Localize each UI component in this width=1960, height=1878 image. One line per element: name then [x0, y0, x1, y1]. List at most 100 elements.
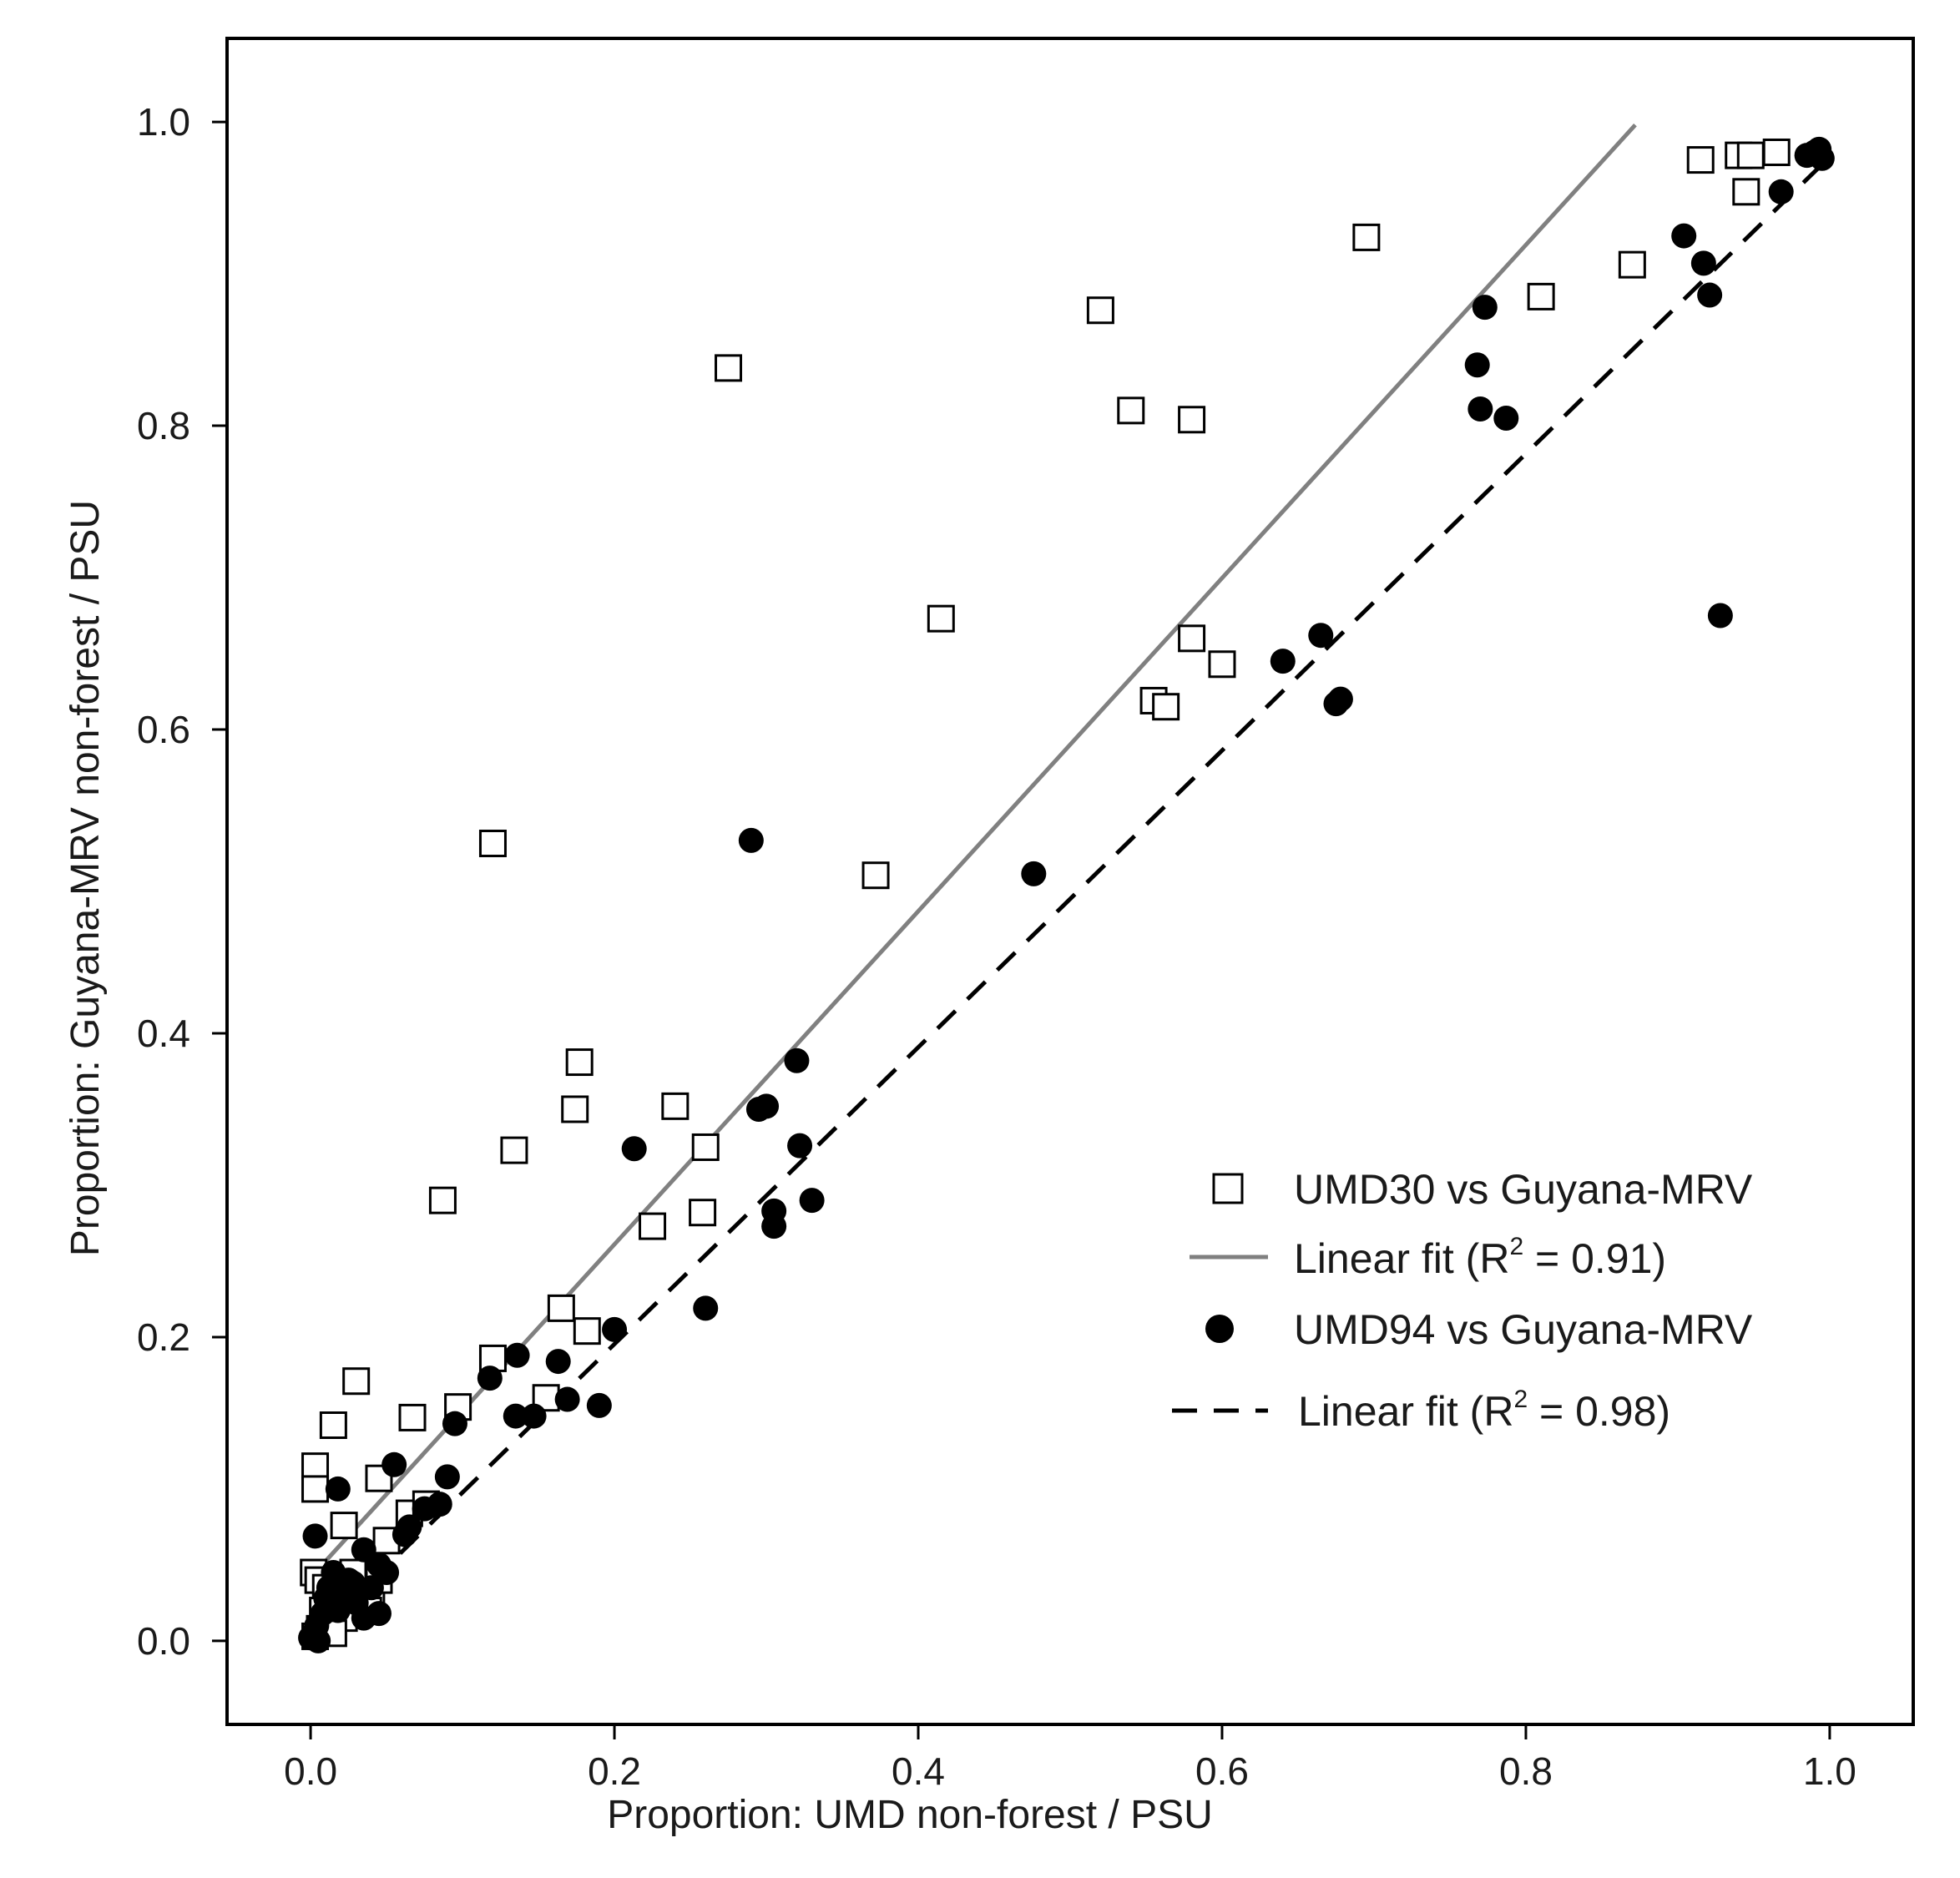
y-tick-label: 0.6 [137, 708, 190, 751]
legend-label-fit-umd30: Linear fit (R2 = 0.91) [1294, 1233, 1666, 1282]
point-umd94 [693, 1295, 719, 1321]
y-tick-label: 0.2 [137, 1315, 190, 1359]
legend-fit2-sup: 2 [1513, 1386, 1528, 1413]
point-umd94 [1671, 223, 1697, 249]
point-umd30 [561, 1095, 589, 1123]
legend-fit1-prefix: Linear fit (R [1294, 1235, 1509, 1282]
legend-fit1-sup: 2 [1509, 1233, 1523, 1260]
point-umd30 [1208, 650, 1236, 679]
point-umd30 [342, 1367, 371, 1396]
point-umd94 [321, 1560, 346, 1586]
point-umd94 [1493, 405, 1519, 431]
point-umd94 [1467, 396, 1493, 422]
y-axis-label: Proportion: Guyana-MRV non-forest / PSU [63, 500, 108, 1256]
point-umd30 [691, 1133, 720, 1161]
point-umd94 [442, 1411, 467, 1436]
point-umd94 [1327, 686, 1353, 712]
point-umd94 [1308, 623, 1334, 649]
point-umd94 [434, 1464, 460, 1490]
point-umd30 [1178, 406, 1206, 434]
point-umd30 [1527, 282, 1555, 310]
point-umd94 [1707, 603, 1733, 629]
point-umd94 [1768, 179, 1794, 204]
point-umd94 [1697, 282, 1723, 308]
legend-label-umd94: UMD94 vs Guyana-MRV [1294, 1306, 1753, 1353]
y-tick-label: 0.8 [137, 404, 190, 447]
point-umd30 [547, 1294, 575, 1322]
x-tick-label: 0.6 [1195, 1749, 1249, 1793]
point-umd30 [1178, 624, 1206, 653]
fit-line-umd30 [313, 124, 1637, 1574]
legend-square-marker [1212, 1173, 1244, 1204]
x-axis-label: Proportion: UMD non-forest / PSU [607, 1793, 1213, 1837]
point-umd94 [325, 1476, 351, 1502]
point-umd30 [398, 1403, 427, 1431]
point-umd30 [372, 1527, 401, 1555]
point-umd30 [1736, 141, 1765, 169]
point-umd30 [573, 1317, 601, 1345]
point-umd94 [1809, 145, 1835, 171]
data-points [298, 136, 1835, 1653]
point-umd94 [784, 1048, 810, 1073]
point-umd94 [1464, 352, 1490, 378]
point-umd30 [565, 1048, 594, 1077]
point-umd94 [341, 1570, 366, 1596]
point-umd30 [1686, 146, 1715, 174]
point-umd94 [521, 1403, 547, 1429]
point-umd94 [586, 1392, 612, 1418]
point-umd30 [1352, 223, 1381, 251]
point-umd94 [1021, 861, 1047, 886]
point-umd94 [391, 1522, 417, 1547]
legend-fit2-tail: = 0.98) [1528, 1388, 1670, 1435]
point-umd94 [351, 1537, 376, 1562]
point-umd94 [504, 1342, 530, 1368]
point-umd94 [554, 1386, 580, 1412]
point-umd94 [298, 1625, 324, 1651]
point-umd94 [1270, 649, 1296, 674]
point-umd30 [1117, 396, 1145, 425]
point-umd30 [661, 1092, 690, 1120]
y-tick-label: 1.0 [137, 100, 190, 144]
point-umd94 [366, 1601, 391, 1627]
y-axis-ticks: 0.0 0.2 0.4 0.6 0.8 1.0 [137, 100, 227, 1663]
x-tick-label: 0.2 [588, 1749, 641, 1793]
point-umd94 [602, 1316, 628, 1342]
legend-label-umd30: UMD30 vs Guyana-MRV [1294, 1166, 1753, 1213]
point-umd30 [1086, 296, 1114, 325]
x-tick-label: 1.0 [1803, 1749, 1856, 1793]
point-umd94 [412, 1496, 437, 1522]
legend-fit2-prefix: Linear fit (R [1298, 1388, 1513, 1435]
point-umd94 [761, 1214, 787, 1239]
point-umd94 [374, 1560, 400, 1586]
x-axis-ticks: 0.0 0.2 0.4 0.6 0.8 1.0 [284, 1724, 1856, 1793]
x-tick-label: 0.0 [284, 1749, 337, 1793]
plot-frame [225, 37, 1915, 1726]
point-umd30 [301, 1475, 330, 1503]
point-umd30 [1152, 693, 1180, 721]
point-umd30 [639, 1212, 667, 1240]
point-umd94 [787, 1133, 813, 1159]
point-umd94 [738, 827, 764, 853]
x-tick-label: 0.4 [892, 1749, 945, 1793]
point-umd94 [754, 1093, 780, 1119]
point-umd94 [477, 1366, 503, 1391]
point-umd30 [365, 1464, 393, 1492]
y-tick-label: 0.0 [137, 1619, 190, 1663]
legend-fit1-tail: = 0.91) [1523, 1235, 1666, 1282]
point-umd30 [715, 354, 743, 382]
point-umd30 [301, 1452, 330, 1481]
point-umd30 [330, 1512, 358, 1540]
point-umd94 [503, 1403, 528, 1429]
point-umd30 [689, 1199, 717, 1227]
point-umd30 [1732, 178, 1760, 206]
point-umd30 [861, 861, 890, 890]
point-umd94 [381, 1451, 407, 1477]
point-umd30 [319, 1411, 347, 1439]
point-umd94 [1472, 295, 1498, 321]
legend-label-fit-umd94: Linear fit (R2 = 0.98) [1298, 1386, 1670, 1435]
x-tick-label: 0.8 [1499, 1749, 1553, 1793]
point-umd94 [621, 1136, 647, 1162]
point-umd94 [302, 1523, 328, 1549]
